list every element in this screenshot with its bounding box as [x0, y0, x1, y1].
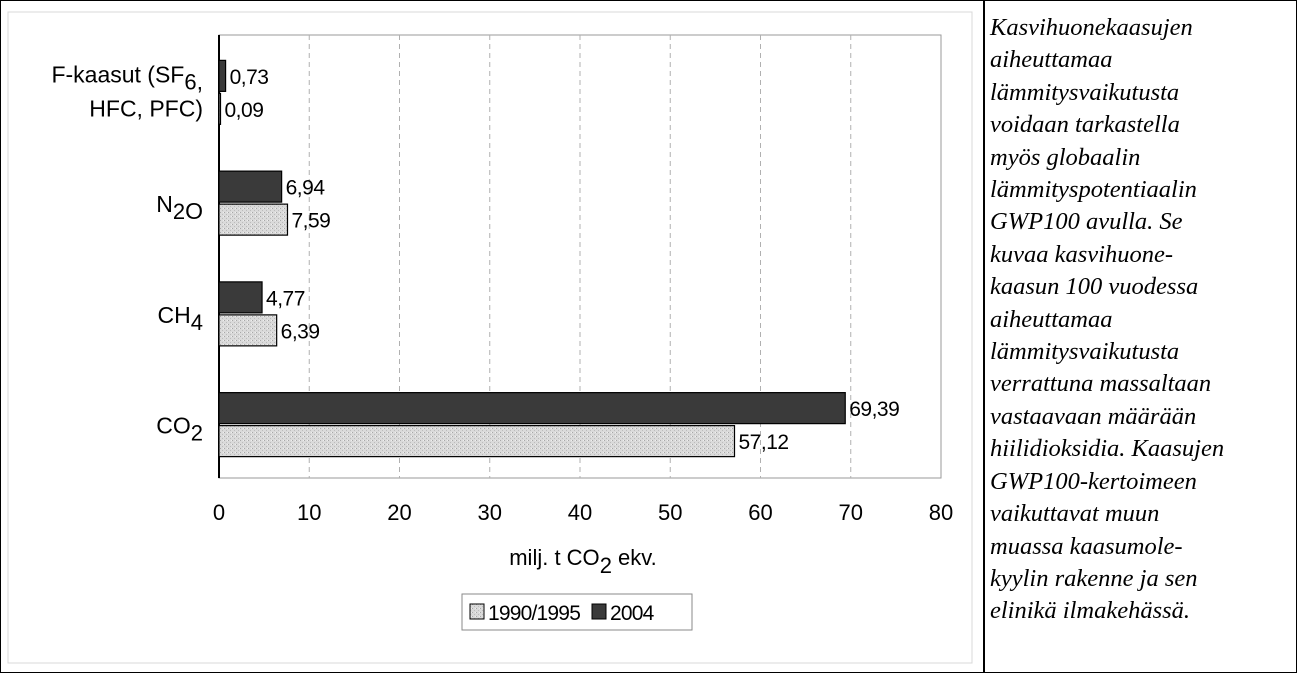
x-tick-label: 80 — [929, 500, 953, 525]
bar-2004 — [218, 59, 227, 92]
bar-2004 — [218, 281, 263, 314]
side-text-line: myös globaalin — [990, 143, 1141, 171]
side-text-line: lämmitysvaikutusta — [990, 338, 1180, 366]
side-text-line: hiilidioksidia. Kaasujen — [990, 435, 1225, 463]
legend: 1990/1995 2004 — [461, 593, 693, 631]
side-text-line: verrattuna massaltaan — [990, 370, 1212, 398]
side-text-line: kyylin rakenne ja sen — [990, 564, 1198, 592]
bar-1990-1995 — [218, 203, 289, 236]
chart-panel: 0 10 20 30 40 50 60 70 80 F-kaasut (SF6, HFC, PFC)… — [7, 11, 973, 664]
side-text-line: vaikuttavat muun — [990, 500, 1160, 528]
legend-swatch — [591, 603, 607, 620]
bar-1990-1995 — [218, 425, 736, 458]
x-tick-label: 0 — [213, 500, 225, 525]
bar-1990-1995 — [218, 314, 278, 347]
side-text-paragraph: Kasvihuonekaasujen aiheuttamaa lämmitysvai… — [990, 12, 1290, 628]
legend-label: 2004 — [610, 602, 655, 625]
chart-area-border — [7, 11, 973, 664]
bar-chart: 0 10 20 30 40 50 60 70 80 F-kaasut (SF6,HFC, PFC)… — [7, 11, 973, 664]
side-text-line: kuvaa kasvihuone- — [990, 240, 1173, 268]
side-text-line: Kasvihuonekaasujen — [990, 14, 1193, 41]
legend-swatch — [469, 603, 485, 620]
data-label: 57,12 — [739, 431, 789, 454]
data-label: 0,09 — [225, 99, 264, 122]
legend-label: 1990/1995 — [488, 602, 580, 625]
side-text-line: muassa kaasumole- — [990, 532, 1183, 560]
data-label: 7,59 — [291, 210, 330, 233]
data-label: 0,73 — [230, 66, 269, 89]
category-label: CO2 — [156, 413, 203, 446]
category-label: F-kaasut (SF6, — [51, 61, 203, 94]
side-text-line: GWP100-kertoimeen — [990, 467, 1197, 495]
side-text-line: aiheuttamaa — [990, 46, 1113, 74]
bar-1990-1995 — [218, 92, 222, 125]
panel-divider — [983, 0, 985, 672]
x-tick-label: 30 — [478, 500, 502, 525]
data-label: 6,94 — [286, 177, 326, 200]
data-label: 6,39 — [281, 320, 320, 343]
side-text-line: lämmityspotentiaalin — [990, 176, 1197, 204]
x-tick-label: 10 — [297, 500, 321, 525]
category-label: N2O — [156, 191, 203, 224]
side-text-line: kaasun 100 vuodessa — [990, 273, 1199, 301]
side-text-line: voidaan tarkastella — [990, 111, 1180, 139]
side-text-line: vastaavaan määrään — [990, 402, 1197, 430]
x-tick-label: 40 — [568, 500, 592, 525]
data-label: 69,39 — [849, 398, 899, 421]
x-axis-label: milj. t CO2 ekv. — [509, 545, 657, 578]
legend-box — [461, 593, 693, 631]
data-label: 4,77 — [266, 287, 305, 310]
side-text-line: GWP100 avulla. Se — [990, 208, 1183, 236]
category-label: HFC, PFC) — [89, 95, 203, 121]
x-tick-label: 60 — [748, 500, 772, 525]
category-label: CH4 — [158, 302, 203, 335]
side-text-line: lämmitysvaikutusta — [990, 78, 1180, 106]
side-text-line: aiheuttamaa — [990, 305, 1113, 333]
side-text-line: elinikä ilmakehässä. — [990, 597, 1191, 625]
x-tick-label: 50 — [658, 500, 682, 525]
bar-2004 — [218, 170, 283, 203]
x-tick-label: 70 — [839, 500, 863, 525]
bar-2004 — [218, 392, 846, 425]
x-tick-label: 20 — [387, 500, 411, 525]
